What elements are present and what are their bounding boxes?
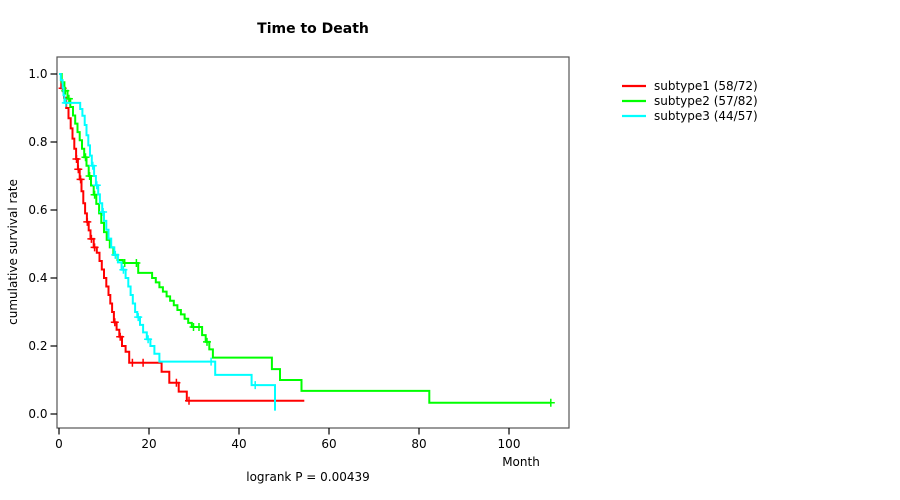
y-tick-label: 0.0 bbox=[28, 407, 47, 421]
x-tick-label: 20 bbox=[141, 437, 156, 451]
survival-curve-subtype3 bbox=[59, 73, 276, 411]
x-tick-label: 60 bbox=[321, 437, 336, 451]
y-axis-label: cumulative survival rate bbox=[6, 179, 20, 325]
legend-label-subtype2: subtype2 (57/82) bbox=[654, 94, 758, 108]
plot-box bbox=[56, 56, 570, 429]
y-tick-label: 0.8 bbox=[28, 135, 47, 149]
legend-label-subtype3: subtype3 (44/57) bbox=[654, 109, 758, 123]
legend-label-subtype1: subtype1 (58/72) bbox=[654, 79, 758, 93]
y-tick-label: 0.6 bbox=[28, 203, 47, 217]
plot-area: 0 20 40 60 80 100 0.0 0.2 0.4 0.6 0.8 1.0 bbox=[28, 56, 570, 451]
survival-curve-subtype2 bbox=[59, 73, 551, 404]
x-tick-label: 100 bbox=[498, 437, 521, 451]
x-axis-label: Month bbox=[502, 455, 540, 469]
logrank-annotation: logrank P = 0.00439 bbox=[246, 470, 370, 484]
x-tick-label: 80 bbox=[411, 437, 426, 451]
x-tick-label: 0 bbox=[55, 437, 63, 451]
x-tick-label: 40 bbox=[231, 437, 246, 451]
y-tick-label: 1.0 bbox=[28, 67, 47, 81]
chart-title: Time to Death bbox=[257, 21, 369, 37]
legend: subtype1 (58/72)subtype2 (57/82)subtype3… bbox=[622, 79, 758, 123]
censor-marks-subtype2 bbox=[61, 86, 555, 407]
survival-curve-subtype1 bbox=[59, 73, 305, 402]
y-tick-label: 0.4 bbox=[28, 271, 47, 285]
censor-marks-subtype3 bbox=[61, 98, 260, 390]
y-tick-label: 0.2 bbox=[28, 339, 47, 353]
